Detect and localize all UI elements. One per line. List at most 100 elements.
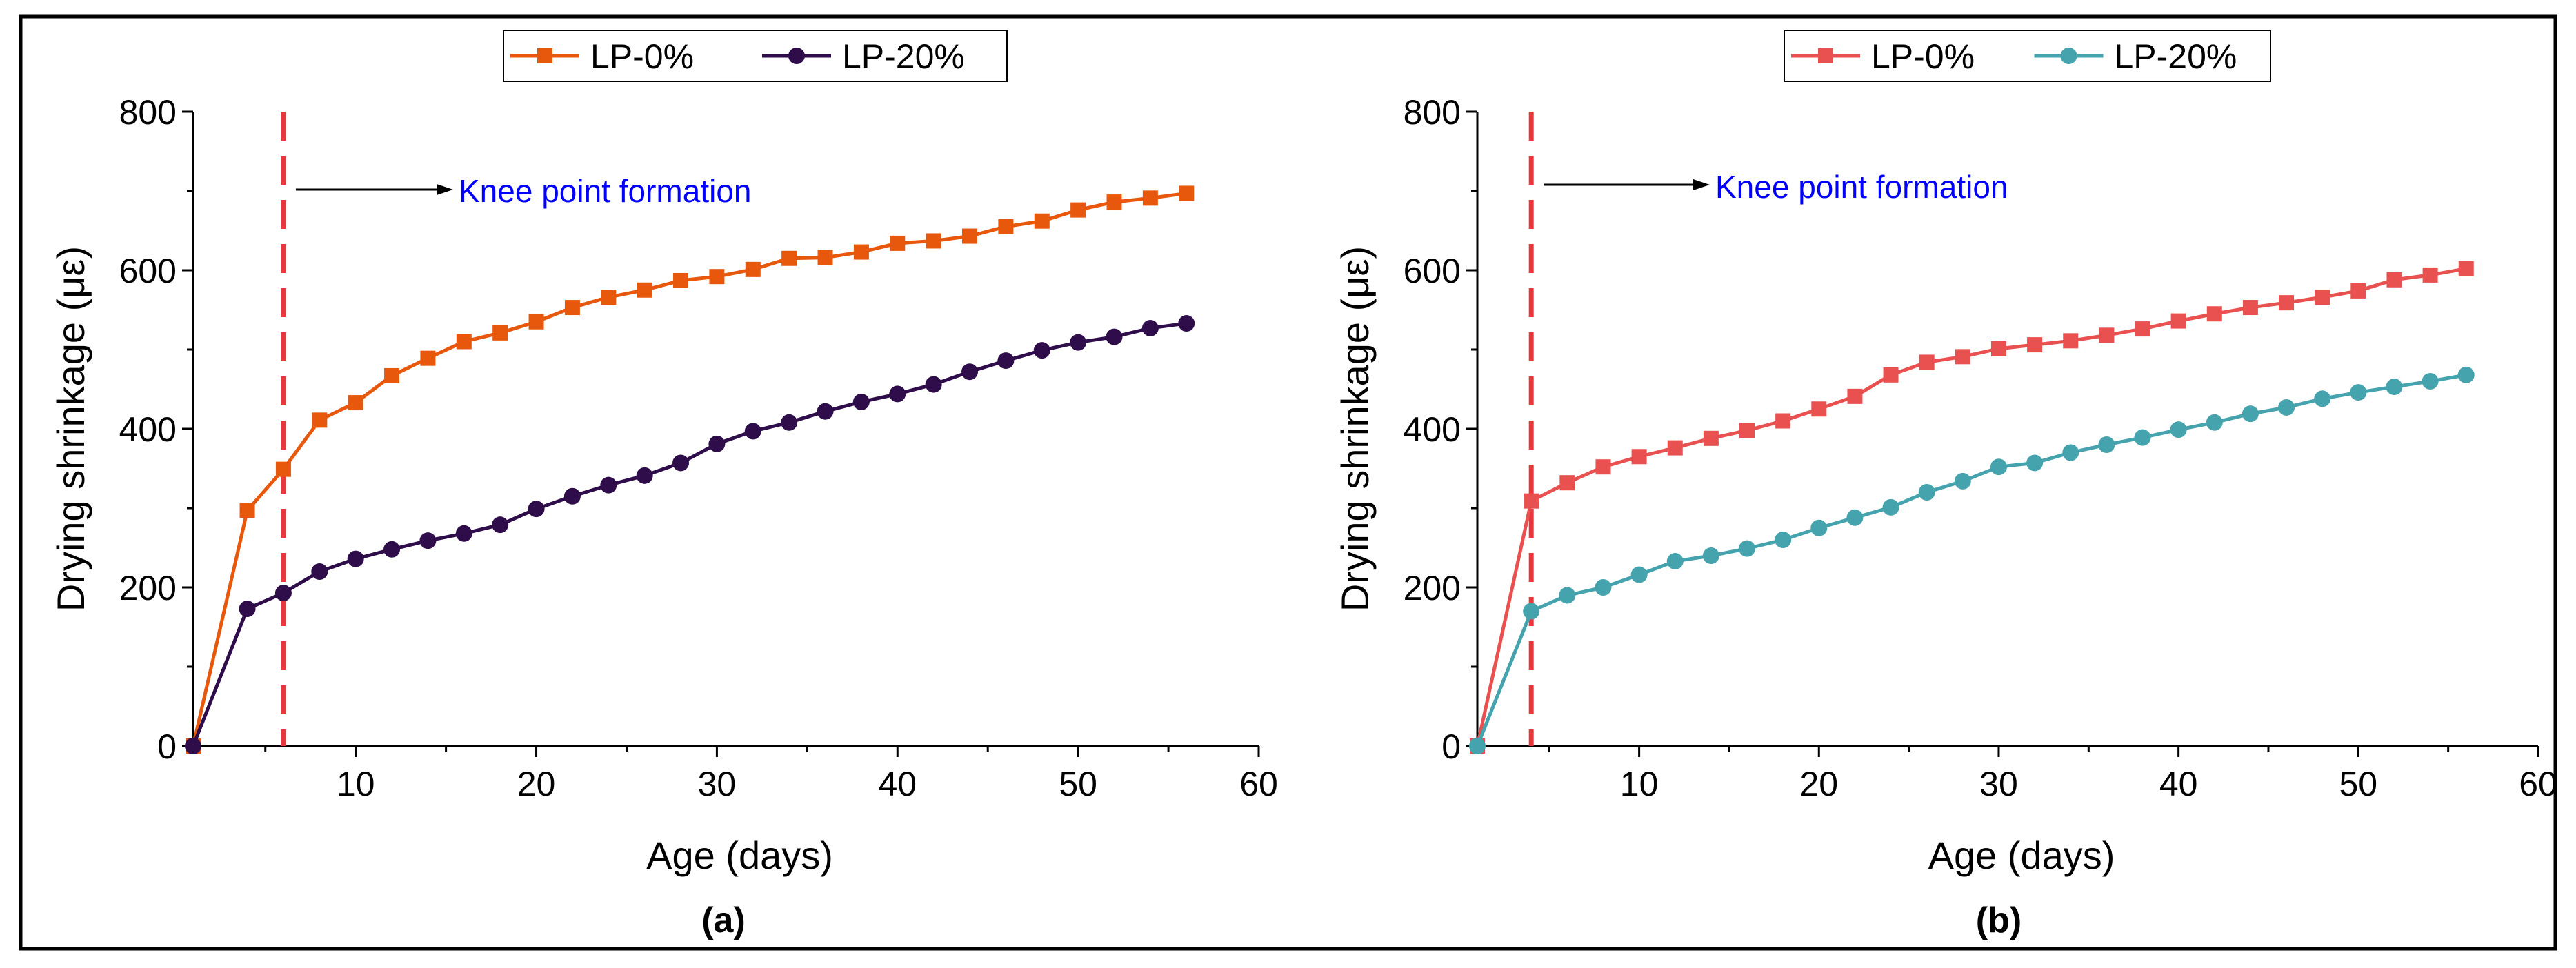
panel-label: (b) (1976, 900, 2021, 940)
data-point (2279, 295, 2295, 311)
data-point (1955, 349, 1970, 365)
annotation-arrowhead (437, 184, 453, 195)
y-tick-label: 800 (1404, 93, 1461, 132)
legend-marker (2060, 48, 2077, 64)
data-point (2386, 379, 2403, 396)
data-point (781, 414, 798, 431)
data-point (1667, 440, 1683, 456)
data-point (274, 585, 292, 602)
data-point (528, 501, 545, 518)
data-point (1739, 423, 1755, 438)
y-tick-label: 0 (157, 727, 177, 766)
data-point (926, 233, 941, 249)
data-point (673, 272, 689, 288)
x-tick-label: 40 (878, 765, 917, 803)
data-point (1666, 553, 1684, 570)
data-point (1775, 413, 1791, 429)
data-point (672, 454, 690, 472)
data-point (275, 461, 291, 477)
data-point (2350, 283, 2366, 299)
data-point (2458, 261, 2474, 276)
data-point (1919, 354, 1935, 370)
x-tick-label: 40 (2159, 765, 2198, 803)
chart-panel-b: 0 200 400 600 800 10 20 30 40 50 60 Age (days) Dryin… (1333, 30, 2557, 940)
data-point (2170, 421, 2187, 438)
data-point (925, 376, 942, 393)
data-point (744, 423, 761, 440)
x-tick-label: 60 (2519, 765, 2557, 803)
data-point (853, 244, 869, 260)
data-point (2241, 405, 2259, 423)
data-point (2422, 267, 2438, 283)
data-point (1524, 493, 1539, 509)
x-tick-label: 30 (1979, 765, 2018, 803)
data-point (1846, 509, 1864, 526)
data-point (1883, 367, 1899, 383)
data-point (1739, 540, 1756, 557)
series-line-LP-20% (191, 321, 1187, 747)
data-point (347, 550, 364, 567)
data-point (2063, 333, 2079, 349)
legend-box (1784, 30, 2271, 82)
data-point (1702, 547, 1719, 564)
x-tick-label: 60 (1239, 765, 1278, 803)
data-point (2027, 337, 2043, 353)
data-point (708, 435, 726, 452)
data-point (601, 290, 617, 305)
y-tick-label: 400 (119, 410, 177, 449)
data-point (1954, 472, 1971, 490)
data-point (2135, 321, 2150, 337)
data-point (528, 314, 544, 330)
data-point (962, 228, 978, 244)
y-tick-label: 400 (1404, 410, 1461, 449)
data-point (1882, 498, 1899, 516)
data-point (600, 476, 617, 494)
data-point (2386, 272, 2402, 288)
data-point (2098, 436, 2115, 453)
data-point (419, 532, 437, 549)
data-point (890, 235, 906, 251)
data-point (1179, 185, 1195, 201)
data-point (1141, 319, 1159, 336)
data-point (1106, 328, 1123, 345)
data-point (2422, 373, 2439, 390)
data-point (1070, 202, 1086, 218)
data-point (2457, 366, 2475, 383)
x-tick-label: 30 (698, 765, 737, 803)
y-tick-label: 800 (119, 93, 177, 132)
data-point (563, 487, 581, 505)
data-point (311, 563, 328, 580)
series-line-LP-0% (191, 191, 1187, 747)
y-tick-label: 200 (1404, 569, 1461, 607)
data-point (420, 350, 436, 366)
data-point (961, 363, 979, 381)
legend-marker (788, 48, 805, 64)
data-point (2314, 390, 2331, 407)
data-point (2099, 327, 2115, 343)
data-point (564, 300, 580, 316)
legend-label: LP-20% (2115, 37, 2237, 76)
data-point (1990, 341, 2006, 356)
data-point (998, 219, 1014, 234)
data-point (2026, 454, 2044, 472)
y-tick-label: 600 (119, 252, 177, 290)
data-point (2206, 414, 2223, 431)
x-tick-label: 10 (337, 765, 375, 803)
x-tick-label: 50 (1059, 765, 1097, 803)
data-point (2350, 384, 2367, 401)
data-point (889, 385, 906, 403)
data-point (239, 503, 255, 518)
data-point (1559, 475, 1575, 491)
data-point (492, 325, 508, 341)
knee-point-annotation: Knee point formation (1715, 169, 2008, 205)
data-point (1811, 401, 1827, 417)
knee-point-annotation: Knee point formation (459, 173, 752, 209)
y-tick-label: 600 (1404, 252, 1461, 290)
data-point (383, 541, 401, 558)
data-point (1630, 566, 1648, 583)
data-point (312, 412, 328, 428)
annotation-arrowhead (1693, 179, 1710, 190)
y-axis-title: Drying shrinkage (με) (1333, 246, 1377, 612)
data-point (637, 282, 652, 298)
data-point (239, 601, 256, 618)
